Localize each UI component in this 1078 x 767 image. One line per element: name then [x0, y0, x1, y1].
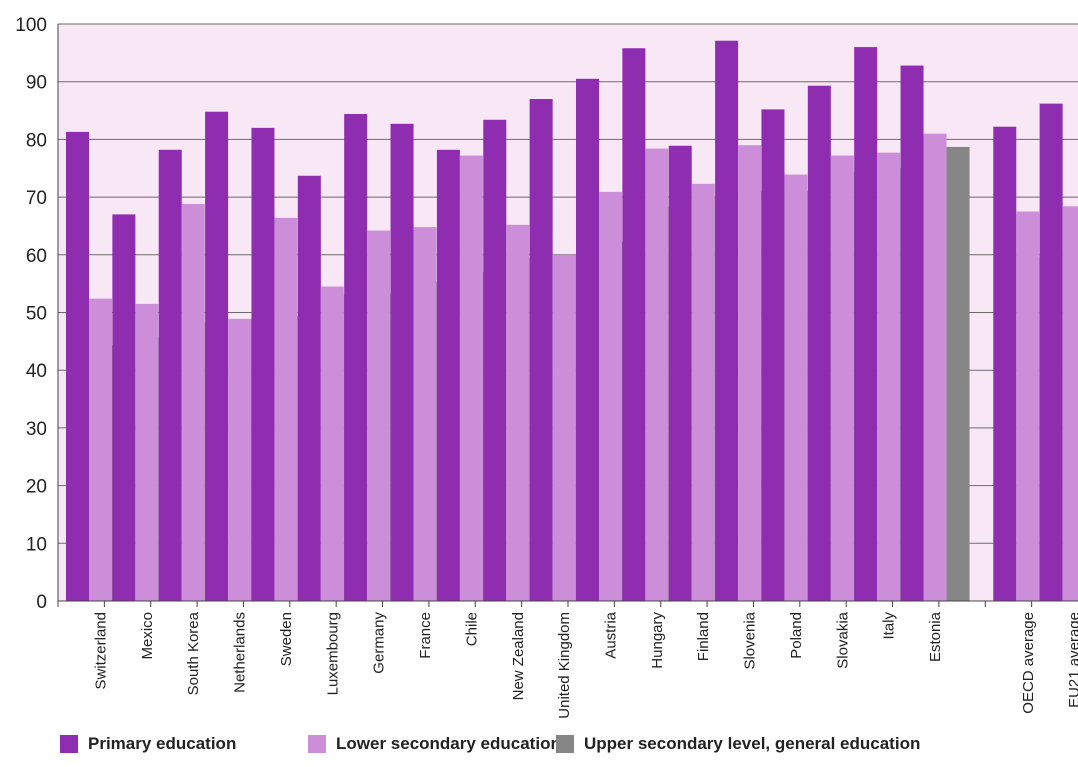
legend-swatch-primary [60, 735, 78, 753]
bar [112, 214, 136, 601]
bar [367, 230, 391, 602]
x-tick-label: United Kingdom [556, 612, 573, 719]
x-tick-label: Estonia [927, 611, 944, 662]
legend-label-lower-secondary: Lower secondary education [336, 734, 561, 753]
legend-label-upper-secondary: Upper secondary level, general education [584, 734, 921, 753]
bar [483, 119, 507, 602]
legend: Primary education Lower secondary educat… [60, 734, 1060, 762]
bar [274, 217, 298, 601]
bar [761, 109, 785, 602]
y-tick-label: 20 [26, 477, 47, 498]
bar [738, 145, 762, 602]
x-tick-label: Hungary [649, 612, 666, 669]
bar [158, 149, 182, 601]
y-tick-label: 0 [36, 592, 47, 613]
bars [66, 40, 1078, 602]
bar-chart: 0 10 20 30 40 50 60 70 80 90 100 Switzerland Mexico… [15, 15, 1078, 719]
bar [807, 85, 831, 601]
bar [181, 204, 205, 602]
legend-item-primary: Primary education [60, 734, 236, 754]
x-tick-label: Slovenia [742, 611, 759, 669]
bar [923, 133, 947, 601]
bar [877, 152, 901, 601]
legend-label-primary: Primary education [88, 734, 237, 753]
y-tick-label: 100 [15, 15, 47, 36]
x-tick-label: New Zealand [510, 612, 527, 700]
bar [691, 183, 715, 602]
bar [390, 123, 414, 602]
bar [320, 286, 344, 601]
bar [66, 131, 89, 602]
x-tick-label: South Korea [185, 611, 202, 695]
x-tick-label: EU21 average [1066, 612, 1078, 708]
bar [228, 318, 252, 601]
y-tick-label: 60 [26, 246, 47, 267]
bar [344, 114, 368, 602]
y-tick-label: 80 [26, 130, 47, 151]
bar [1039, 103, 1063, 601]
bar [715, 40, 739, 601]
x-tick-label: Switzerland [93, 612, 110, 690]
bar [135, 303, 159, 601]
bar [529, 99, 553, 601]
bar [552, 254, 576, 602]
legend-item-upper-secondary: Upper secondary level, general education [556, 734, 920, 754]
legend-item-lower-secondary: Lower secondary education [308, 734, 561, 754]
x-axis: Switzerland Mexico South Korea Netherlands S… [57, 600, 1078, 719]
x-tick-label: France [417, 612, 434, 659]
y-axis: 0 10 20 30 40 50 60 70 80 90 100 [15, 15, 59, 613]
bar [599, 191, 622, 602]
bar [622, 48, 646, 601]
x-tick-label: Netherlands [232, 612, 249, 693]
y-tick-label: 90 [26, 73, 47, 94]
bar [251, 127, 275, 602]
bar [436, 149, 460, 601]
bar [89, 298, 112, 601]
x-tick-label: Poland [788, 612, 805, 659]
legend-swatch-lower-secondary [308, 735, 326, 753]
y-tick-label: 40 [26, 361, 47, 382]
x-tick-label: Sweden [278, 612, 295, 666]
x-tick-label: Italy [881, 612, 898, 640]
x-tick-label: Austria [603, 611, 620, 658]
bar [459, 155, 483, 601]
x-tick-label: Mexico [139, 612, 156, 660]
bar [576, 78, 599, 601]
y-tick-label: 70 [26, 188, 47, 209]
y-tick-label: 30 [26, 419, 47, 440]
x-tick-label: OECD average [1020, 612, 1037, 714]
y-tick-label: 10 [26, 534, 47, 555]
x-tick-label: Chile [463, 612, 480, 646]
x-tick-label: Germany [371, 612, 388, 674]
x-tick-label: Finland [695, 612, 712, 661]
bar [900, 65, 924, 601]
bar [297, 175, 321, 601]
bar [205, 111, 229, 601]
x-tick-label: Slovakia [834, 611, 851, 668]
bar [946, 146, 970, 601]
bar [993, 126, 1017, 602]
bar [668, 145, 692, 601]
legend-swatch-upper-secondary [556, 735, 574, 753]
bar [413, 227, 437, 601]
bar [1062, 206, 1078, 601]
x-tick-label: Luxembourg [324, 612, 341, 695]
bar [854, 47, 878, 601]
y-tick-label: 50 [26, 304, 47, 325]
bar [784, 174, 808, 602]
bar [1016, 211, 1040, 601]
bar [830, 155, 854, 601]
bar [506, 224, 530, 601]
bar [645, 148, 669, 601]
